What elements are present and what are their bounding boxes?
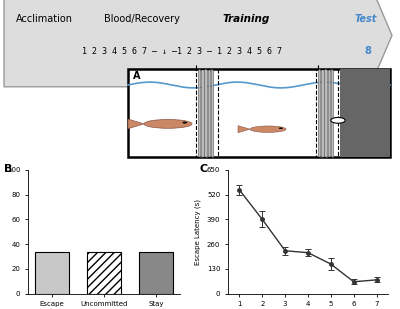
Circle shape [182,122,187,124]
Bar [87,252,121,294]
Bar [201,69,204,158]
Y-axis label: Escape Latency (s): Escape Latency (s) [195,199,201,265]
Text: 1 2 3 4 5 6 7 – ↓ –1 2 3 – 1 2 3 4 5 6 7: 1 2 3 4 5 6 7 – ↓ –1 2 3 – 1 2 3 4 5 6 7 [82,47,282,56]
Bar [324,69,327,158]
Text: C: C [200,164,208,174]
Text: Blood/Recovery: Blood/Recovery [104,14,180,24]
Bar [204,69,207,158]
Bar [128,69,390,158]
Bar [316,69,338,158]
Text: Training: Training [222,14,270,24]
Bar [208,69,210,158]
Bar [331,69,333,158]
Circle shape [331,117,345,123]
Bar [340,69,390,158]
Polygon shape [128,119,144,129]
Bar [35,252,69,294]
Text: B: B [4,164,12,174]
Bar [211,69,213,158]
Bar [321,69,324,158]
Bar [198,69,200,158]
Text: A: A [133,71,140,81]
Polygon shape [4,0,392,87]
Bar [328,69,330,158]
Text: Acclimation: Acclimation [16,14,72,24]
Ellipse shape [144,120,192,128]
Y-axis label: % Escaping or Submissive: % Escaping or Submissive [0,186,1,277]
Circle shape [279,127,283,129]
Bar [196,69,218,158]
Bar [139,252,173,294]
Ellipse shape [250,126,286,132]
Text: 8: 8 [364,46,372,57]
Bar [318,69,320,158]
Text: Test: Test [355,14,377,24]
Polygon shape [238,126,250,133]
